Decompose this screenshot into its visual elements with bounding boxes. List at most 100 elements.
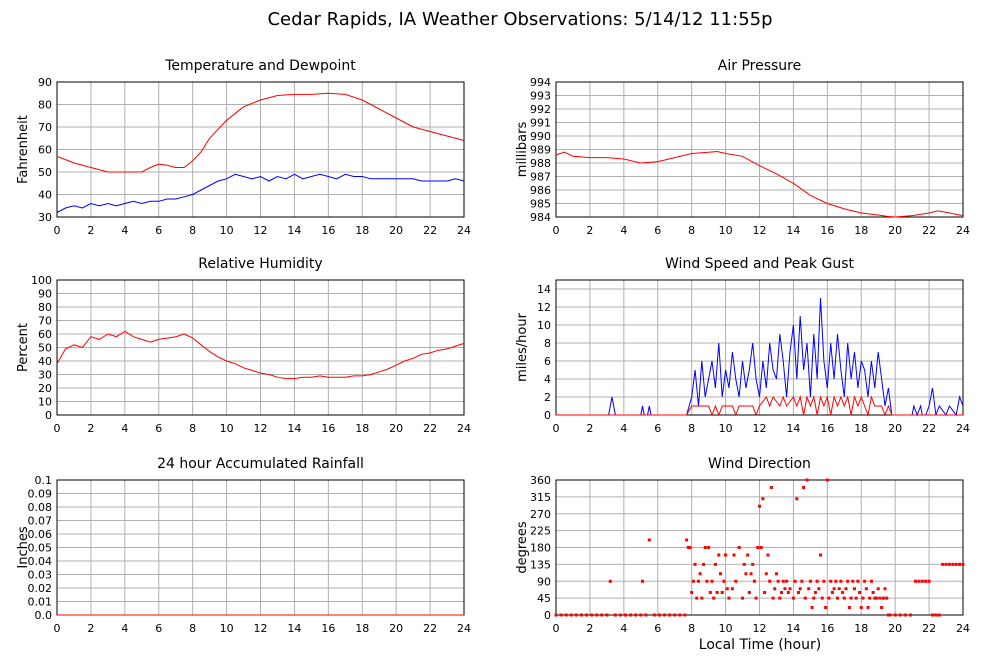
data-point <box>574 613 578 617</box>
data-point <box>815 579 819 583</box>
x-tick-label: 8 <box>688 422 695 435</box>
plot-frame <box>555 81 964 218</box>
data-point <box>713 562 717 566</box>
x-tick-label: 18 <box>854 224 868 237</box>
x-tick-label: 12 <box>254 622 268 635</box>
data-point <box>764 572 768 576</box>
x-tick-label: 6 <box>654 224 661 237</box>
data-point <box>803 596 807 600</box>
data-point <box>600 613 604 617</box>
data-point <box>712 596 716 600</box>
data-point <box>715 591 719 594</box>
data-point <box>842 596 846 600</box>
x-tick-label: 6 <box>155 422 162 435</box>
data-point <box>873 596 877 600</box>
y-tick-label: 70 <box>38 121 52 134</box>
x-tick-label: 4 <box>620 622 627 635</box>
data-point <box>613 613 617 617</box>
data-point <box>686 546 690 549</box>
data-point <box>725 587 729 591</box>
y-tick-label: 270 <box>530 508 551 521</box>
x-tick-label: 4 <box>121 422 128 435</box>
y-tick-label: 225 <box>530 525 551 538</box>
data-point <box>846 579 850 583</box>
data-point <box>841 591 845 594</box>
data-point <box>700 596 704 600</box>
y-axis-label: degrees <box>515 521 530 574</box>
data-point <box>554 613 558 617</box>
data-point <box>569 613 573 617</box>
x-tick-label: 0 <box>54 622 61 635</box>
data-point <box>640 579 644 583</box>
x-tick-label: 20 <box>888 224 902 237</box>
data-point <box>780 591 784 594</box>
data-point <box>768 579 772 583</box>
data-point <box>864 587 868 591</box>
y-tick-label: 180 <box>530 542 551 555</box>
data-point <box>639 613 643 617</box>
data-point <box>786 591 790 594</box>
y-tick-label: 0.1 <box>35 474 53 487</box>
x-tick-label: 24 <box>956 622 970 635</box>
data-point <box>924 579 928 583</box>
x-tick-label: 14 <box>786 224 800 237</box>
data-point <box>934 613 938 617</box>
y-tick-label: 360 <box>530 474 551 487</box>
data-point <box>885 596 889 600</box>
y-axis-label: Fahrenheit <box>16 115 31 184</box>
y-tick-label: 8 <box>544 337 551 350</box>
data-point <box>785 579 789 583</box>
y-tick-label: 0.07 <box>28 515 53 528</box>
series-line <box>56 92 465 173</box>
data-point <box>824 606 828 609</box>
data-point <box>859 606 863 609</box>
data-point <box>883 587 887 591</box>
data-point <box>798 587 802 591</box>
x-tick-label: 20 <box>888 622 902 635</box>
data-point <box>724 553 728 557</box>
x-tick-label: 10 <box>719 422 733 435</box>
data-point <box>624 613 628 617</box>
data-point <box>822 579 826 583</box>
data-point <box>759 546 763 549</box>
y-tick-label: 993 <box>530 90 551 103</box>
chart-title: Wind Direction <box>708 456 811 472</box>
data-point <box>644 613 648 617</box>
x-tick-label: 4 <box>121 622 128 635</box>
x-tick-label: 8 <box>189 422 196 435</box>
data-point <box>808 579 812 583</box>
y-tick-label: 100 <box>31 274 52 287</box>
x-tick-label: 0 <box>553 422 560 435</box>
y-axis-label: Percent <box>16 323 31 372</box>
data-point <box>673 613 677 617</box>
data-point <box>868 596 872 600</box>
data-point <box>863 579 867 583</box>
plot-frame <box>56 279 465 416</box>
x-tick-label: 14 <box>287 224 301 237</box>
data-point <box>908 613 912 617</box>
data-point <box>752 579 756 583</box>
data-point <box>888 613 892 617</box>
data-point <box>758 504 761 508</box>
y-axis-label: Inches <box>16 526 31 568</box>
data-point <box>663 613 667 617</box>
data-point <box>827 596 831 600</box>
y-tick-label: 80 <box>38 99 52 112</box>
data-point <box>564 613 568 617</box>
data-point <box>559 613 563 617</box>
x-tick-label: 20 <box>389 622 403 635</box>
y-axis-label: miles/hour <box>515 312 530 381</box>
data-point <box>819 553 823 557</box>
data-point <box>776 579 780 583</box>
data-point <box>605 613 609 617</box>
data-point <box>652 613 656 617</box>
data-point <box>844 587 848 591</box>
x-tick-label: 6 <box>155 224 162 237</box>
data-point <box>858 591 862 594</box>
data-point <box>690 591 694 594</box>
page-title: Cedar Rapids, IA Weather Observations: 5… <box>267 9 772 30</box>
x-tick-label: 16 <box>321 224 335 237</box>
chart-title: Air Pressure <box>718 58 801 74</box>
y-tick-label: 30 <box>38 211 52 224</box>
